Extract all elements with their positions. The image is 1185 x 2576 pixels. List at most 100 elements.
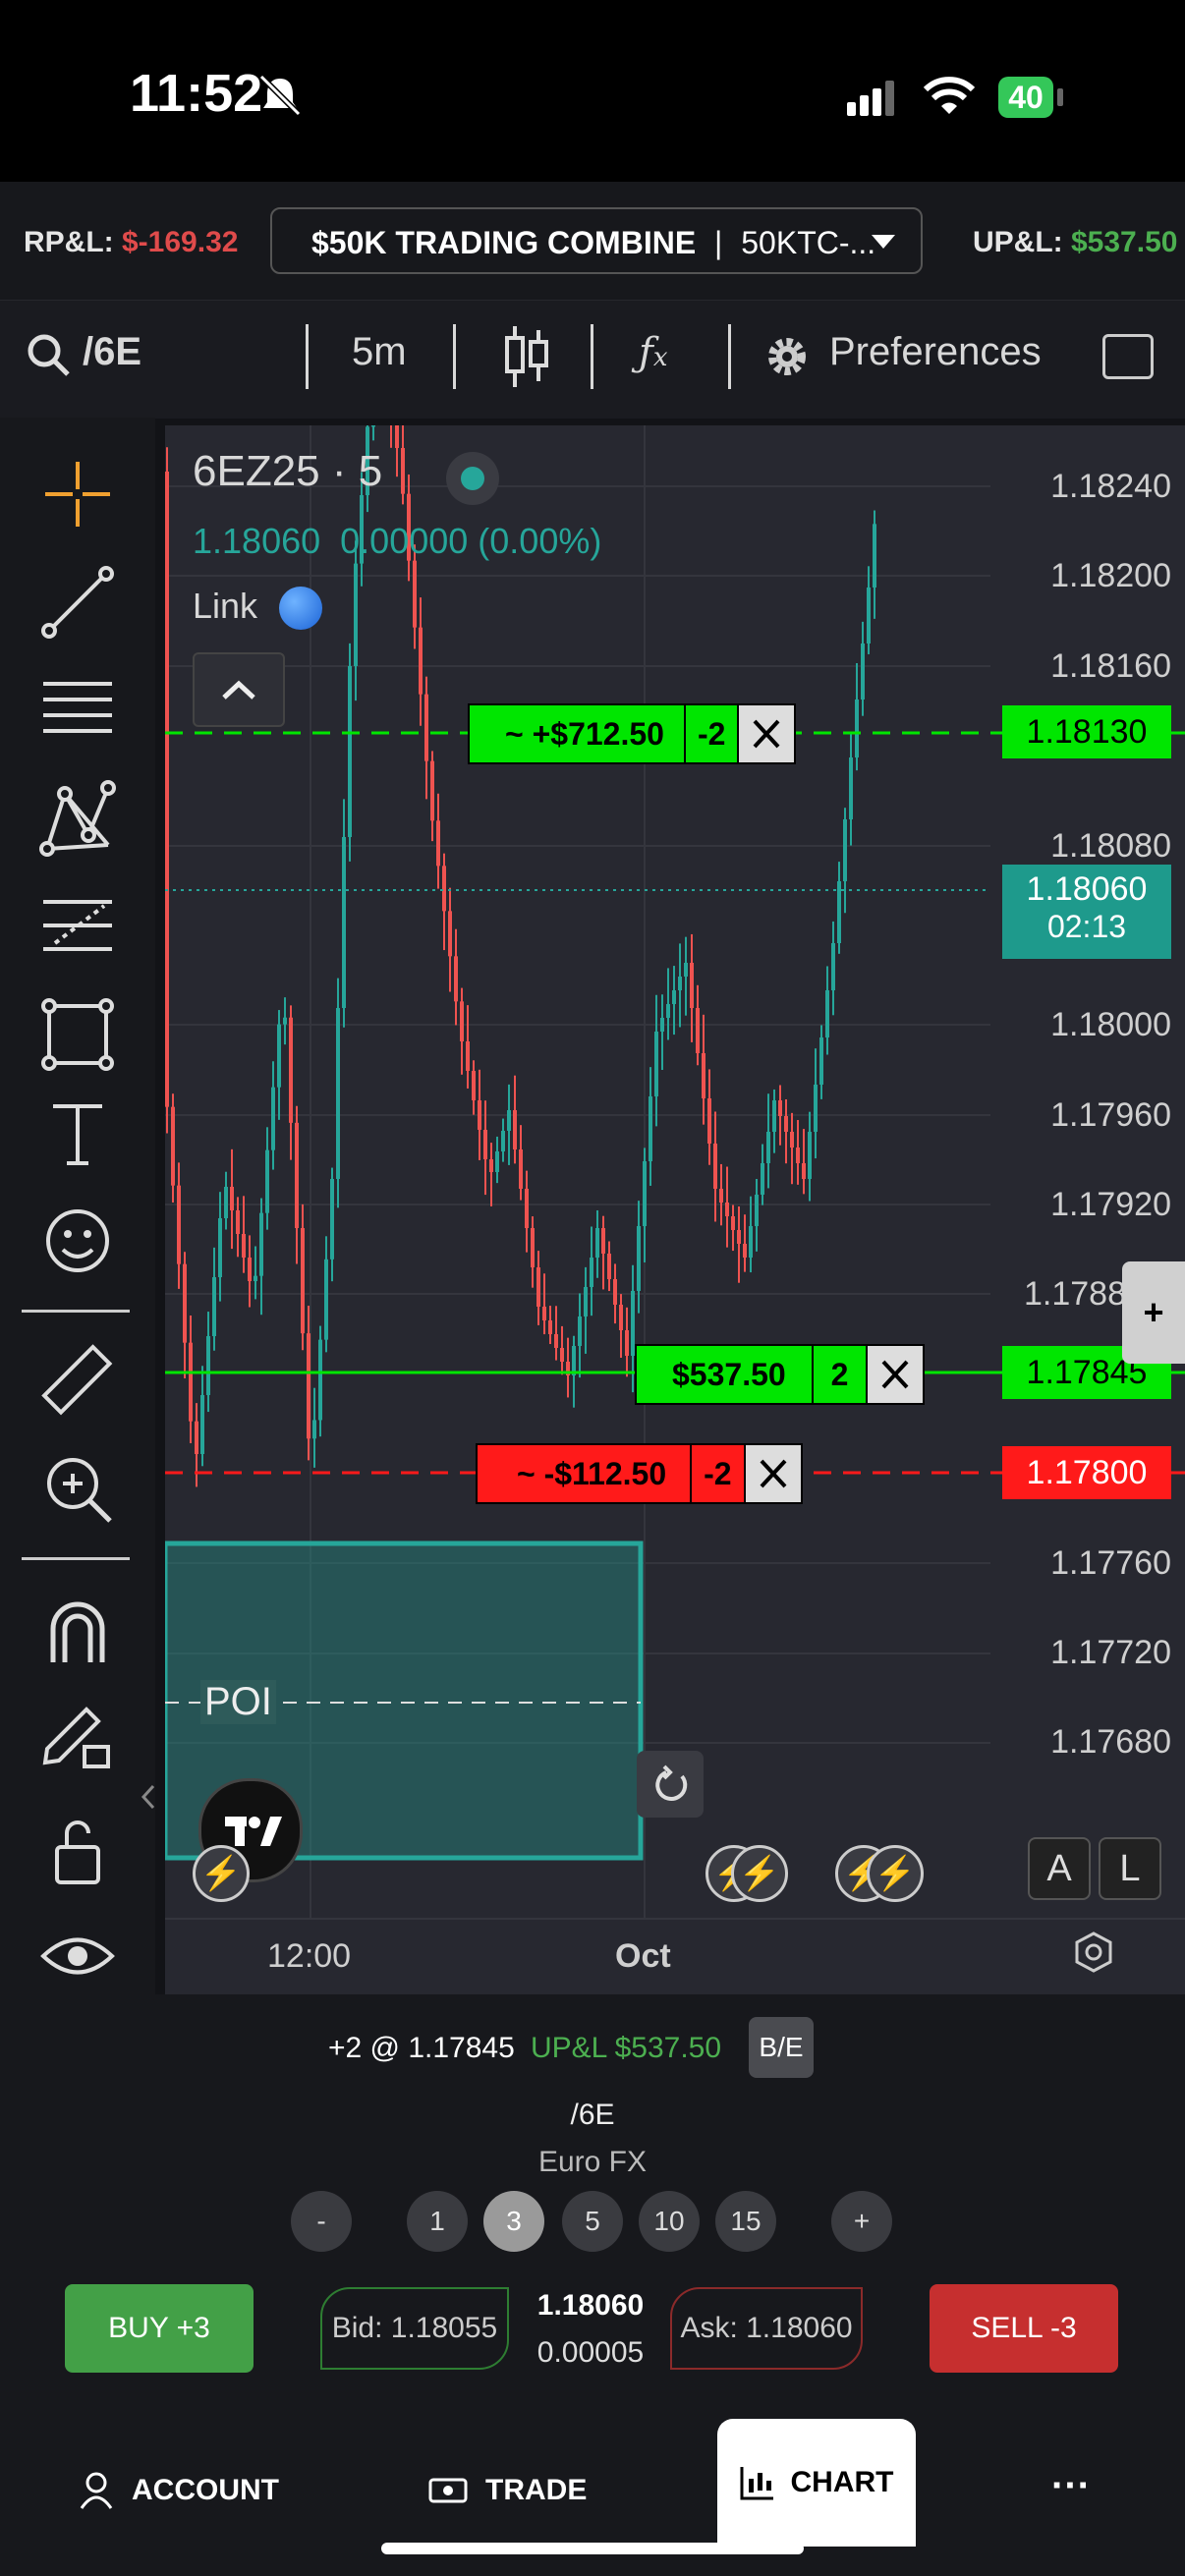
sidebar-divider bbox=[22, 1310, 130, 1313]
battery-indicator: 40 bbox=[998, 77, 1053, 118]
candle-body bbox=[448, 911, 452, 957]
search-icon[interactable] bbox=[26, 332, 71, 377]
fib-retracement-icon[interactable] bbox=[35, 884, 120, 969]
candle-body bbox=[218, 1218, 222, 1277]
close-position-button[interactable] bbox=[866, 1346, 924, 1403]
candle-body bbox=[536, 1267, 540, 1307]
chevron-left-icon[interactable] bbox=[140, 1782, 159, 1812]
last-price: 1.18060 bbox=[536, 2289, 645, 2322]
account-selector[interactable]: $50K TRADING COMBINE | 50KTC-... bbox=[270, 207, 923, 274]
bell-muted-icon bbox=[258, 74, 302, 117]
rectangle-icon[interactable] bbox=[35, 992, 120, 1077]
fullscreen-toggle[interactable] bbox=[1102, 334, 1154, 379]
qty-decrease-button[interactable]: - bbox=[291, 2191, 352, 2252]
sl-price-tag: 1.17800 bbox=[1002, 1446, 1171, 1499]
nav-chart[interactable]: CHART bbox=[717, 2419, 916, 2547]
chart-canvas[interactable] bbox=[165, 425, 1185, 1994]
chart-icon bbox=[740, 2467, 773, 2500]
realized-pnl: RP&L: $-169.32 bbox=[24, 226, 238, 259]
log-scale-button[interactable]: L bbox=[1099, 1837, 1161, 1900]
magnet-icon[interactable] bbox=[35, 1590, 120, 1674]
nav-trade[interactable]: TRADE bbox=[428, 2461, 587, 2520]
candle-body bbox=[289, 1017, 293, 1123]
nav-account[interactable]: ACCOUNT bbox=[79, 2461, 279, 2520]
sell-button[interactable]: SELL -3 bbox=[930, 2284, 1118, 2373]
add-order-button[interactable]: + bbox=[1122, 1261, 1185, 1364]
poi-label: POI bbox=[200, 1680, 276, 1724]
stop-loss-order[interactable]: ~ -$112.50 -2 bbox=[476, 1443, 803, 1504]
bid-price[interactable]: Bid: 1.18055 bbox=[320, 2287, 509, 2370]
link-color-icon bbox=[279, 587, 323, 631]
candle-body bbox=[348, 666, 352, 837]
candle-body bbox=[330, 1179, 334, 1260]
horizontal-lines-icon[interactable] bbox=[35, 668, 120, 753]
qty-increase-button[interactable]: + bbox=[831, 2191, 892, 2252]
time-axis-label: 12:00 bbox=[267, 1937, 352, 1975]
price-axis-label: 1.18160 bbox=[1050, 647, 1171, 685]
candle-body bbox=[831, 943, 835, 990]
chart-settings-icon[interactable] bbox=[1071, 1930, 1116, 1975]
toolbar-divider bbox=[453, 324, 456, 389]
collapse-legend-button[interactable] bbox=[193, 652, 285, 727]
eye-icon[interactable] bbox=[35, 1914, 120, 1998]
trend-line-icon[interactable] bbox=[35, 560, 120, 644]
breakeven-button[interactable]: B/E bbox=[749, 2017, 814, 2078]
candle-body bbox=[307, 1333, 310, 1439]
preferences-button[interactable]: Preferences bbox=[829, 330, 1042, 373]
nav-more-button[interactable]: ··· bbox=[1051, 2464, 1091, 2507]
refresh-icon bbox=[655, 1764, 688, 1801]
candle-body bbox=[171, 1106, 175, 1186]
event-marker-icon[interactable]: ⚡ bbox=[867, 1845, 924, 1902]
candle-body bbox=[230, 1187, 234, 1210]
pattern-icon[interactable] bbox=[35, 776, 120, 861]
candle-body bbox=[619, 1305, 623, 1330]
position-order[interactable]: $537.50 2 bbox=[635, 1344, 926, 1405]
qty-option[interactable]: 10 bbox=[639, 2191, 700, 2252]
panel-instrument-name: Euro FX bbox=[537, 2146, 648, 2178]
rpl-label: RP&L: bbox=[24, 226, 114, 258]
qty-option[interactable]: 1 bbox=[407, 2191, 468, 2252]
event-marker-icon[interactable]: ⚡ bbox=[193, 1845, 250, 1902]
candle-body bbox=[855, 700, 859, 757]
chart-last-price: 1.18060 bbox=[193, 521, 321, 561]
candles-icon[interactable] bbox=[501, 324, 550, 389]
interval-button[interactable]: 5m bbox=[352, 330, 407, 373]
auto-scale-button[interactable]: A bbox=[1028, 1837, 1091, 1900]
candle-body bbox=[690, 963, 694, 1008]
ruler-icon[interactable] bbox=[35, 1338, 120, 1423]
cancel-sl-button[interactable] bbox=[743, 1445, 801, 1502]
candle-body bbox=[413, 560, 417, 628]
candle-body bbox=[572, 1346, 576, 1375]
unlock-icon[interactable] bbox=[35, 1808, 120, 1892]
candle-body bbox=[483, 1130, 487, 1159]
market-status-indicator bbox=[446, 452, 499, 505]
event-marker-icon[interactable]: ⚡ bbox=[731, 1845, 788, 1902]
zoom-in-icon[interactable] bbox=[35, 1446, 120, 1531]
reset-chart-button[interactable] bbox=[637, 1751, 704, 1818]
gear-icon[interactable] bbox=[762, 332, 812, 381]
cancel-tp-button[interactable] bbox=[737, 705, 795, 762]
candle-body bbox=[654, 1032, 658, 1096]
candle-body bbox=[442, 866, 446, 912]
buy-button[interactable]: BUY +3 bbox=[65, 2284, 254, 2373]
candle-body bbox=[501, 1131, 505, 1151]
candle-body bbox=[472, 1071, 476, 1100]
take-profit-order[interactable]: ~ +$712.50 -2 bbox=[468, 703, 797, 764]
text-icon[interactable] bbox=[35, 1091, 120, 1175]
lock-drawings-icon[interactable] bbox=[35, 1692, 120, 1776]
link-label[interactable]: Link bbox=[193, 586, 323, 631]
qty-option[interactable]: 5 bbox=[562, 2191, 623, 2252]
candle-body bbox=[525, 1189, 529, 1228]
ask-price[interactable]: Ask: 1.18060 bbox=[670, 2287, 863, 2370]
crosshair-icon[interactable] bbox=[35, 452, 120, 536]
emoji-icon[interactable] bbox=[35, 1199, 120, 1283]
candle-body bbox=[590, 1258, 593, 1287]
candle-body bbox=[495, 1151, 499, 1172]
candle-body bbox=[778, 1100, 782, 1116]
symbol-search[interactable]: /6E bbox=[83, 330, 142, 373]
candle-body bbox=[259, 1212, 263, 1276]
qty-option[interactable]: 15 bbox=[715, 2191, 776, 2252]
candle-body bbox=[248, 1258, 252, 1281]
indicators-icon[interactable]: ƒx bbox=[639, 330, 668, 375]
qty-option-selected[interactable]: 3 bbox=[483, 2191, 544, 2252]
